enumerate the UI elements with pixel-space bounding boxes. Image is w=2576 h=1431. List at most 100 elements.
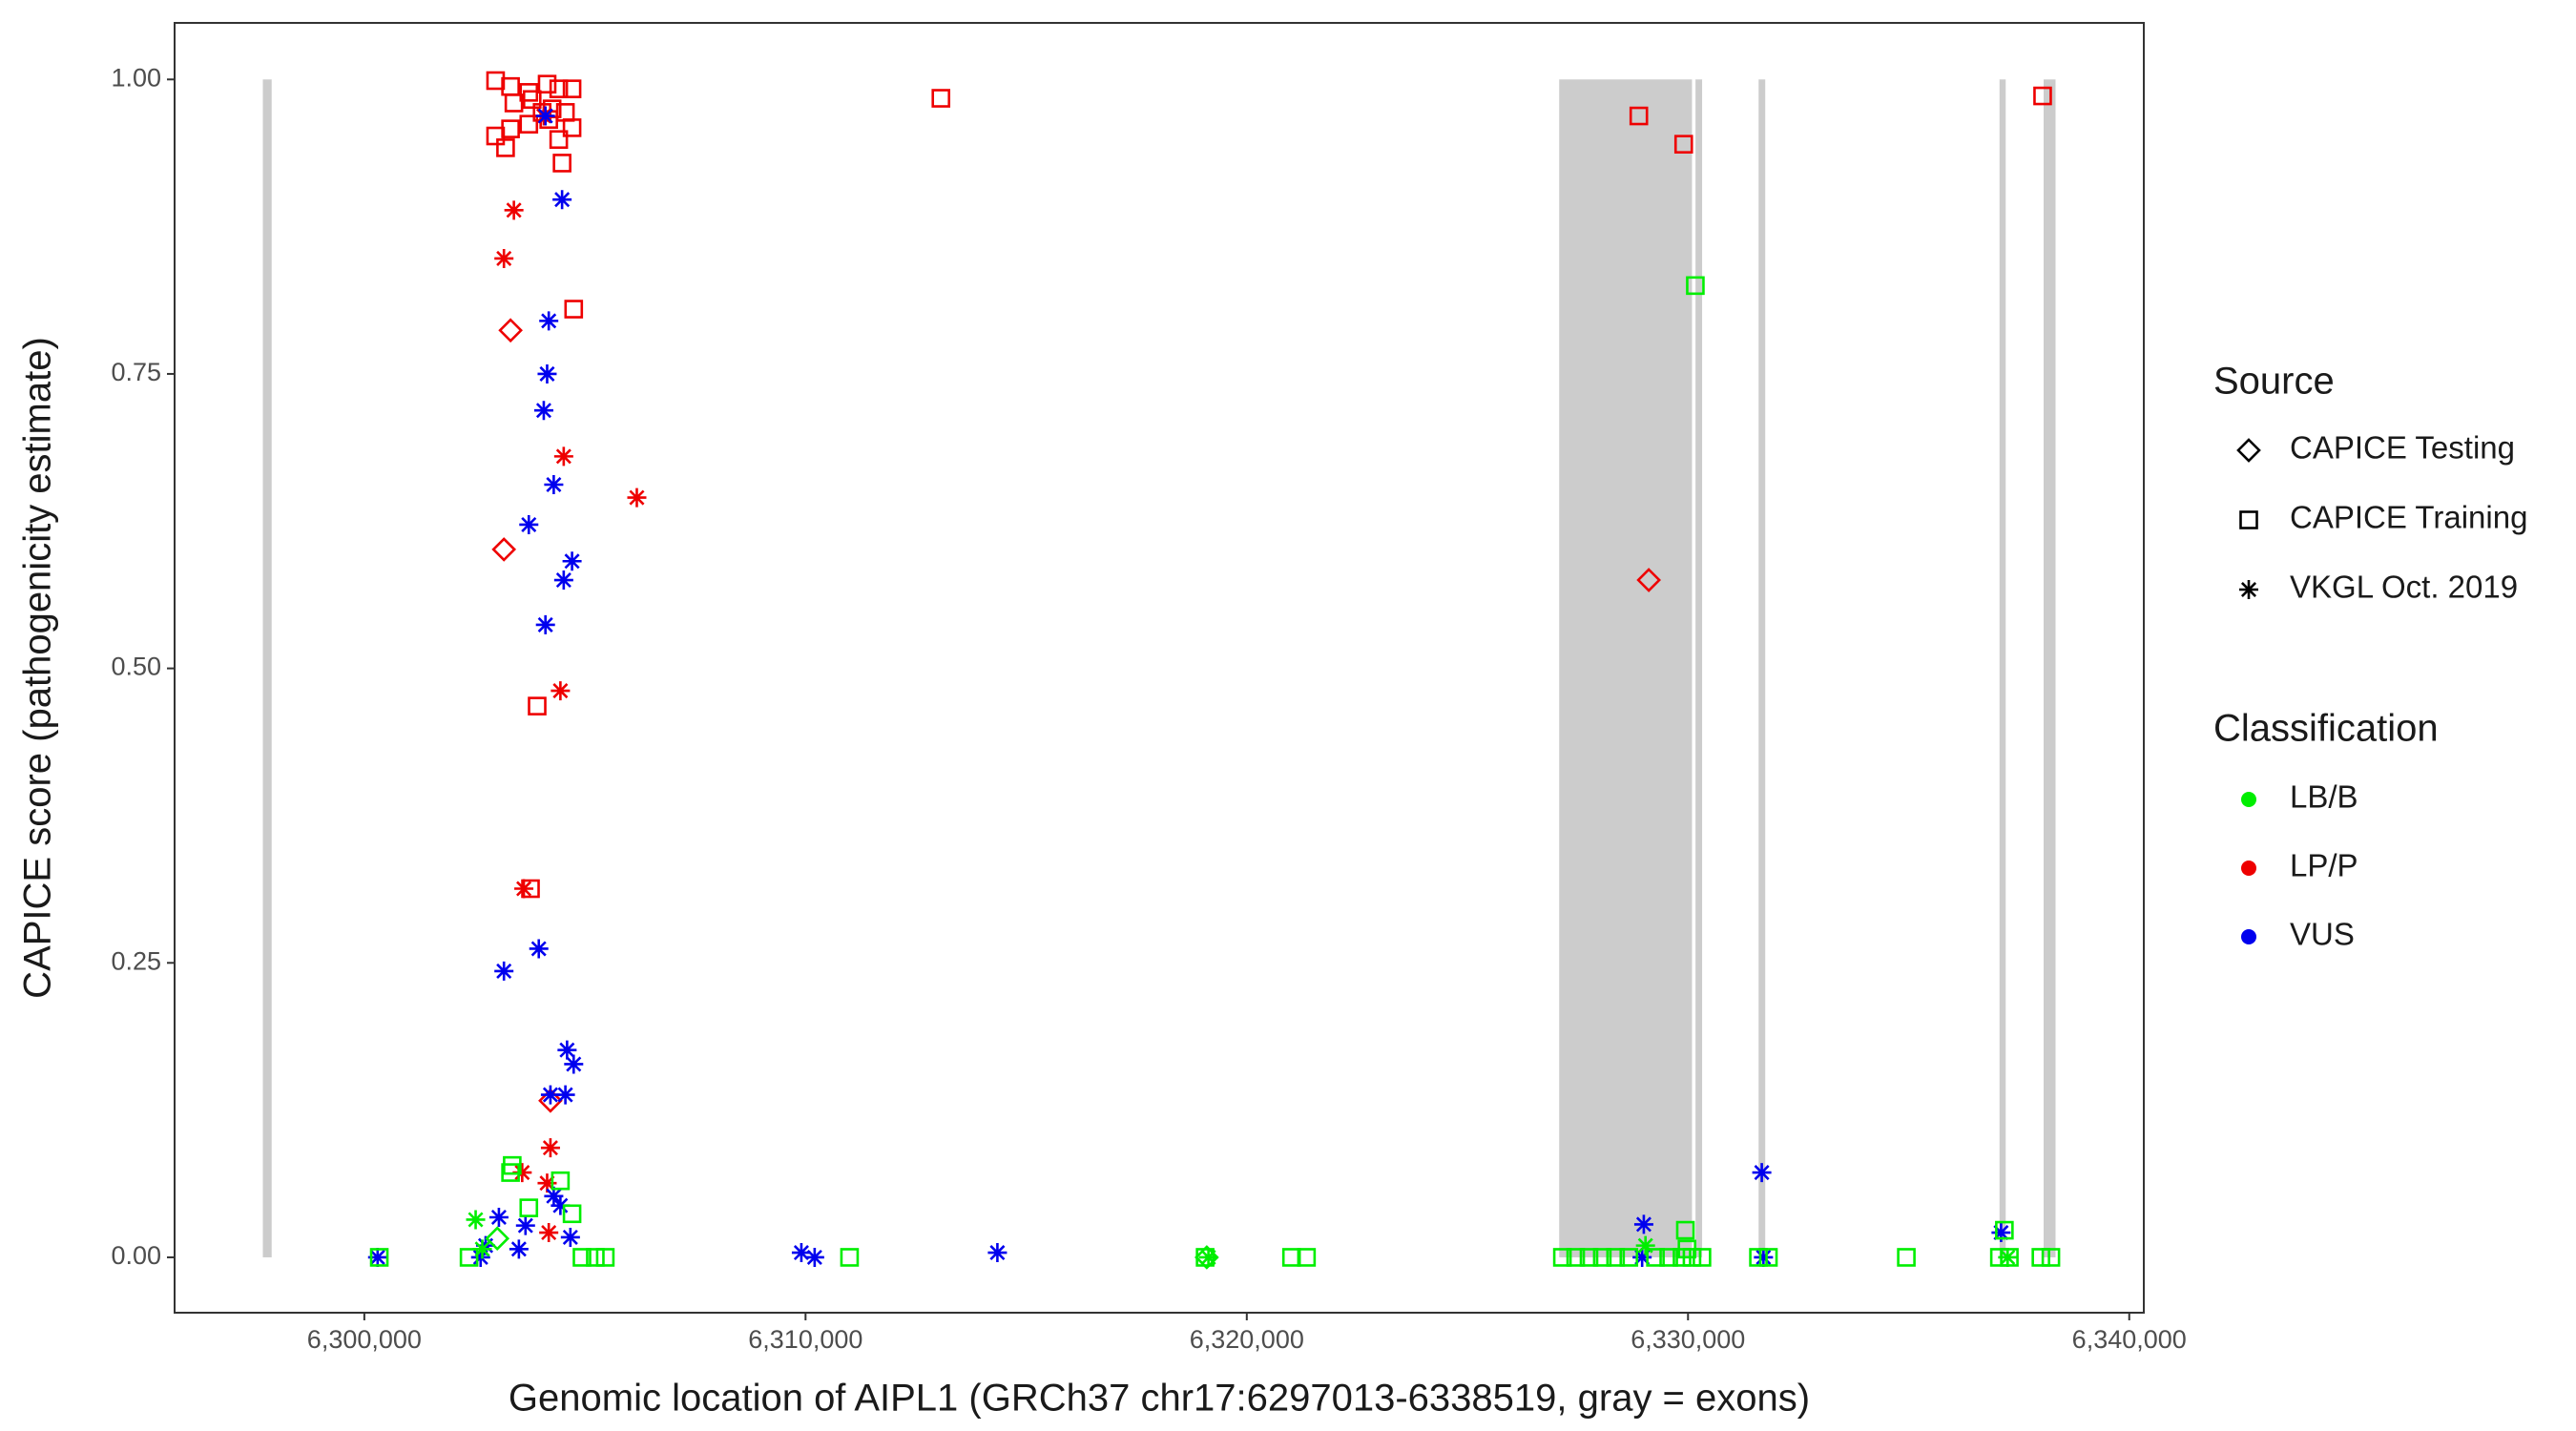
point	[1297, 1248, 1317, 1267]
point	[537, 1173, 557, 1193]
point	[528, 696, 547, 716]
point	[494, 961, 514, 981]
legend-label: VUS	[2290, 917, 2355, 952]
point	[529, 939, 549, 959]
point	[535, 614, 555, 634]
point	[555, 1085, 575, 1105]
y-tick-label: 0.75	[111, 358, 161, 386]
point	[519, 514, 539, 534]
point	[512, 1163, 532, 1183]
exon-band	[262, 79, 272, 1257]
point	[1633, 1214, 1653, 1234]
y-tick-label: 1.00	[111, 63, 161, 92]
point	[488, 1207, 509, 1227]
y-tick-label: 0.25	[111, 946, 161, 975]
point	[1629, 106, 1649, 126]
point	[2033, 86, 2052, 106]
point	[533, 401, 553, 421]
point	[537, 363, 557, 384]
x-axis-title: Genomic location of AIPL1 (GRCh37 chr17:…	[509, 1378, 1810, 1420]
point	[1659, 1248, 1678, 1267]
point	[486, 71, 506, 91]
point	[522, 90, 542, 110]
point	[931, 89, 951, 108]
point	[1635, 1235, 1655, 1255]
legend-title: Source	[2213, 361, 2335, 403]
panel-border	[174, 22, 2145, 1314]
legend-label: LP/P	[2290, 848, 2358, 883]
point	[551, 1195, 571, 1215]
point	[595, 1248, 615, 1267]
point	[1198, 1247, 1218, 1267]
legend-label: CAPICE Training	[2290, 500, 2527, 535]
point	[553, 570, 573, 591]
exon-band	[1559, 79, 1693, 1257]
point	[504, 93, 524, 113]
point	[459, 1248, 479, 1267]
point	[1592, 1248, 1612, 1267]
point	[539, 1223, 559, 1243]
point	[562, 1204, 582, 1224]
point	[1686, 276, 1705, 296]
point	[1682, 1248, 1702, 1267]
y-tick-label: 0.50	[111, 653, 161, 681]
point	[1998, 1247, 2018, 1267]
point	[514, 879, 534, 899]
point	[1281, 1248, 1301, 1267]
point	[1552, 1248, 1572, 1267]
point	[562, 79, 582, 98]
point	[564, 300, 584, 319]
point	[1758, 1248, 1778, 1267]
x-tick-label: 6,300,000	[307, 1325, 422, 1354]
point	[1995, 1220, 2014, 1240]
point	[1672, 1248, 1692, 1267]
x-tick-label: 6,310,000	[748, 1325, 862, 1354]
point	[553, 446, 573, 467]
point	[519, 114, 539, 134]
point	[494, 248, 514, 268]
point	[535, 106, 555, 126]
point	[491, 537, 517, 562]
point	[539, 311, 559, 331]
x-tick-label: 6,320,000	[1190, 1325, 1304, 1354]
point	[485, 1226, 510, 1252]
point	[501, 119, 520, 138]
point	[544, 1186, 564, 1206]
point	[791, 1243, 811, 1263]
exon-band	[1999, 79, 2006, 1257]
point	[470, 1247, 490, 1267]
point	[1636, 568, 1661, 592]
point	[552, 154, 571, 173]
legend-label: LB/B	[2290, 779, 2358, 815]
point	[555, 103, 575, 122]
point	[2031, 1248, 2050, 1267]
point	[549, 79, 569, 98]
point	[1749, 1248, 1768, 1267]
point	[509, 1239, 529, 1259]
point	[1752, 1163, 1772, 1183]
point	[537, 74, 557, 94]
point	[466, 1210, 486, 1230]
point	[1673, 135, 1693, 154]
legend-symbol	[2236, 438, 2261, 463]
legend-title: Classification	[2213, 708, 2439, 750]
legend-symbol	[2241, 861, 2256, 876]
point	[987, 1243, 1008, 1263]
point	[1619, 1248, 1639, 1267]
point	[1566, 1248, 1586, 1267]
y-axis-title: CAPICE score (pathogenicity estimate)	[17, 337, 59, 999]
point	[501, 1163, 520, 1182]
y-tick-label: 0.00	[111, 1241, 161, 1270]
point	[540, 1138, 560, 1158]
legend-symbol	[2241, 929, 2256, 944]
point	[544, 475, 564, 495]
point	[564, 1054, 584, 1074]
legend-symbol	[2241, 792, 2256, 807]
x-tick-label: 6,330,000	[1631, 1325, 1745, 1354]
legend-label: VKGL Oct. 2019	[2290, 570, 2518, 605]
point	[552, 190, 572, 210]
legend-symbol	[2239, 510, 2258, 529]
point	[540, 1085, 560, 1105]
legend-label: CAPICE Testing	[2290, 430, 2515, 466]
